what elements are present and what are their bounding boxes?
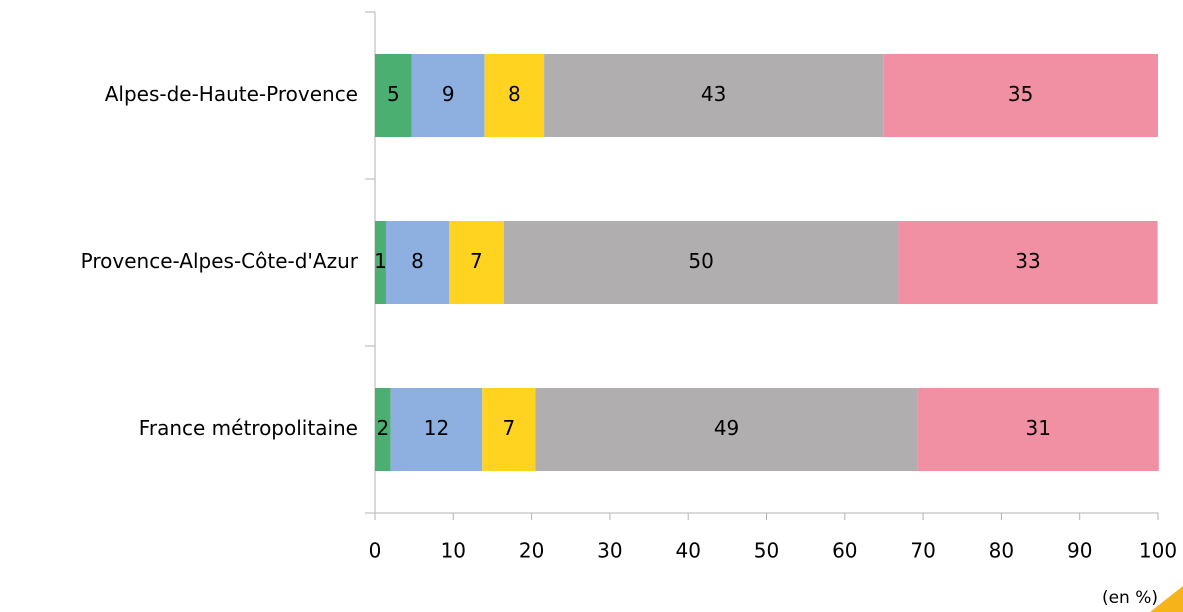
x-tick-label: 60 [832, 539, 857, 563]
value-label: 5 [387, 82, 400, 106]
value-label: 9 [442, 82, 455, 106]
x-tick-label: 30 [597, 539, 622, 563]
bar-segment [385, 221, 449, 304]
value-label: 43 [701, 82, 726, 106]
value-label: 31 [1025, 416, 1050, 440]
bar-segment [898, 221, 1158, 304]
value-label: 12 [424, 416, 449, 440]
value-label: 50 [688, 249, 713, 273]
bar-segment [535, 388, 918, 471]
bar-segment [448, 221, 504, 304]
value-label: 7 [503, 416, 516, 440]
bar-segment [375, 388, 391, 471]
corner-decoration [1150, 586, 1183, 612]
x-tick-label: 0 [369, 539, 382, 563]
bar-segment [503, 221, 899, 304]
category-label: Alpes-de-Haute-Provence [105, 82, 358, 106]
category-label: Provence-Alpes-Côte-d'Azur [81, 249, 359, 273]
x-tick-label: 20 [519, 539, 544, 563]
x-tick-label: 10 [441, 539, 466, 563]
category-label: France métropolitaine [139, 416, 358, 440]
value-label: 2 [376, 416, 389, 440]
value-label: 35 [1008, 82, 1033, 106]
value-label: 1 [374, 249, 387, 273]
x-tick-label: 70 [910, 539, 935, 563]
bar-segment [482, 388, 536, 471]
bar-segment [883, 54, 1158, 137]
bar-segment [375, 221, 386, 304]
value-label: 7 [470, 249, 483, 273]
value-label: 49 [714, 416, 739, 440]
x-tick-label: 40 [675, 539, 700, 563]
value-label: 8 [508, 82, 521, 106]
bar-segment [544, 54, 884, 137]
unit-note: (en %) [1102, 588, 1158, 608]
x-tick-label: 90 [1067, 539, 1092, 563]
x-tick-label: 50 [754, 539, 779, 563]
value-label: 33 [1015, 249, 1040, 273]
bar-segment [390, 388, 483, 471]
value-label: 8 [411, 249, 424, 273]
bar-segment [375, 54, 412, 137]
bar-segment [411, 54, 485, 137]
x-tick-label: 80 [989, 539, 1014, 563]
bar-segment [484, 54, 545, 137]
x-tick-label: 100 [1139, 539, 1177, 563]
bar-segment [917, 388, 1159, 471]
